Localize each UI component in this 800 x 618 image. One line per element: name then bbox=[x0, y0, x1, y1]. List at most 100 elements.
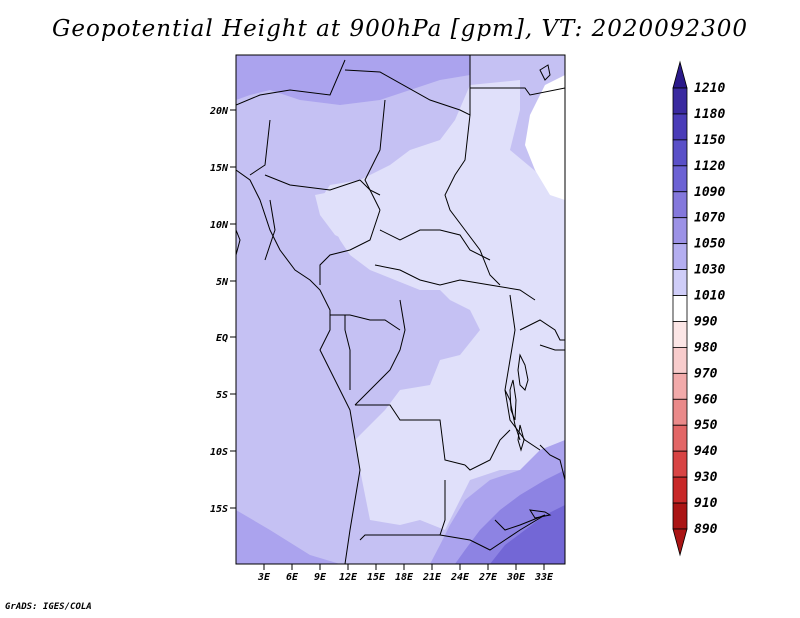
colorbar-swatch bbox=[672, 191, 688, 219]
colorbar-label: 1010 bbox=[694, 289, 725, 304]
lake-outline bbox=[529, 509, 552, 519]
lat-label: 10S bbox=[210, 447, 228, 458]
lon-label: 24E bbox=[450, 572, 470, 583]
border-segment bbox=[355, 404, 466, 466]
lat-label: 5N bbox=[216, 277, 229, 288]
border-segment bbox=[444, 114, 501, 286]
border-segment bbox=[330, 314, 401, 331]
lat-label: 15N bbox=[210, 163, 229, 174]
lon-label: 9E bbox=[314, 572, 327, 583]
border-segment bbox=[354, 299, 406, 406]
field-region-1010 bbox=[320, 80, 565, 530]
lon-label: 18E bbox=[395, 572, 414, 583]
colorbar-swatch bbox=[672, 476, 688, 504]
border-segment bbox=[319, 209, 381, 285]
colorbar-label: 910 bbox=[694, 496, 718, 511]
colorbar-label: 960 bbox=[694, 392, 718, 407]
colorbar-swatch bbox=[672, 269, 688, 296]
colorbar-swatch bbox=[672, 424, 688, 452]
colorbar-label: 1030 bbox=[694, 263, 725, 278]
lon-label: 27E bbox=[478, 572, 498, 583]
colorbar-label: 1090 bbox=[694, 185, 725, 200]
country-borders bbox=[236, 55, 565, 564]
colorbar-swatch bbox=[672, 398, 688, 426]
lat-label: 5S bbox=[216, 390, 228, 401]
border-segment bbox=[344, 55, 471, 116]
coast-island bbox=[539, 64, 551, 81]
colorbar-swatch bbox=[672, 450, 688, 478]
lake-outline bbox=[509, 379, 517, 421]
colorbar-swatch bbox=[672, 217, 688, 245]
colorbar-label: 890 bbox=[694, 522, 718, 537]
border-segment bbox=[264, 174, 361, 191]
lon-label: 21E bbox=[422, 572, 442, 583]
colorbar-label: 1120 bbox=[694, 159, 725, 174]
field-region-above-1010 bbox=[525, 75, 565, 200]
border-segment bbox=[519, 319, 565, 341]
lat-label: 10N bbox=[210, 220, 229, 231]
border-segment bbox=[249, 119, 271, 176]
colorbar-label: 940 bbox=[694, 444, 718, 459]
colorbar: 1210 1180 1150 1120 1090 1070 1050 1030 1010 990 9… bbox=[672, 60, 725, 557]
border-segment bbox=[264, 199, 276, 261]
colorbar-swatch bbox=[672, 87, 688, 115]
border-segment bbox=[464, 429, 511, 471]
field-region-1050-southwest bbox=[236, 510, 340, 564]
lat-label: 20N bbox=[209, 106, 229, 117]
field-patch-1010-west bbox=[315, 190, 370, 245]
coastline-west-africa bbox=[236, 169, 361, 564]
colorbar-swatch bbox=[672, 502, 688, 530]
colorbar-label: 930 bbox=[694, 470, 718, 485]
colorbar-swatch bbox=[672, 139, 688, 167]
colorbar-swatch bbox=[672, 113, 688, 141]
colorbar-label: 990 bbox=[694, 314, 718, 329]
border-segment bbox=[379, 229, 491, 261]
colorbar-swatch bbox=[672, 295, 688, 322]
lon-label: 3E bbox=[257, 572, 271, 583]
colorbar-label: 950 bbox=[694, 418, 718, 433]
colorbar-label: 1150 bbox=[694, 133, 725, 148]
border-segment bbox=[359, 179, 381, 196]
lon-label: 33E bbox=[534, 572, 554, 583]
colorbar-bottom-arrow bbox=[672, 528, 688, 557]
border-segment bbox=[539, 444, 565, 481]
colorbar-swatch bbox=[672, 243, 688, 270]
colorbar-label: 980 bbox=[694, 340, 718, 355]
colorbar-label: 1050 bbox=[694, 237, 725, 252]
lon-label: 12E bbox=[339, 572, 358, 583]
lon-label: 6E bbox=[286, 572, 299, 583]
colorbar-swatch bbox=[672, 372, 688, 400]
map-title: Geopotential Height at 900hPa [gpm], VT:… bbox=[52, 16, 748, 42]
border-segment bbox=[539, 344, 565, 351]
colorbar-swatch bbox=[672, 165, 688, 193]
colorbar-swatch bbox=[672, 321, 688, 348]
colorbar-label: 1180 bbox=[694, 107, 725, 122]
colorbar-top-arrow bbox=[672, 60, 688, 89]
border-segment bbox=[344, 315, 351, 390]
lake-outline bbox=[517, 424, 525, 452]
longitude-axis: 3E 6E 9E 12E 15E 18E 21E 24E 27E 30E 33E bbox=[257, 564, 554, 583]
border-segment bbox=[439, 514, 546, 551]
field-region-1090 bbox=[490, 505, 565, 564]
border-segment bbox=[494, 514, 546, 531]
lat-label: EQ bbox=[216, 333, 228, 344]
latitude-axis: 20N 15N 10N 5N EQ 5S 10S 15S bbox=[209, 106, 236, 515]
colorbar-label: 1210 bbox=[694, 81, 725, 96]
colorbar-label: 970 bbox=[694, 366, 718, 381]
lon-label: 30E bbox=[506, 572, 526, 583]
height-field bbox=[236, 55, 565, 564]
lake-outline bbox=[517, 353, 529, 391]
border-segment bbox=[364, 99, 386, 211]
lat-label: 15S bbox=[210, 504, 228, 515]
border-segment bbox=[374, 264, 536, 301]
map-frame bbox=[235, 54, 566, 565]
border-segment bbox=[236, 59, 346, 106]
lon-label: 15E bbox=[367, 572, 386, 583]
colorbar-label: 1070 bbox=[694, 211, 725, 226]
grads-credit: GrADS: IGES/COLA bbox=[5, 602, 92, 612]
colorbar-swatch bbox=[672, 347, 688, 374]
field-region-1050-north bbox=[236, 55, 470, 105]
border-segment bbox=[470, 87, 565, 96]
border-segment bbox=[236, 229, 241, 256]
